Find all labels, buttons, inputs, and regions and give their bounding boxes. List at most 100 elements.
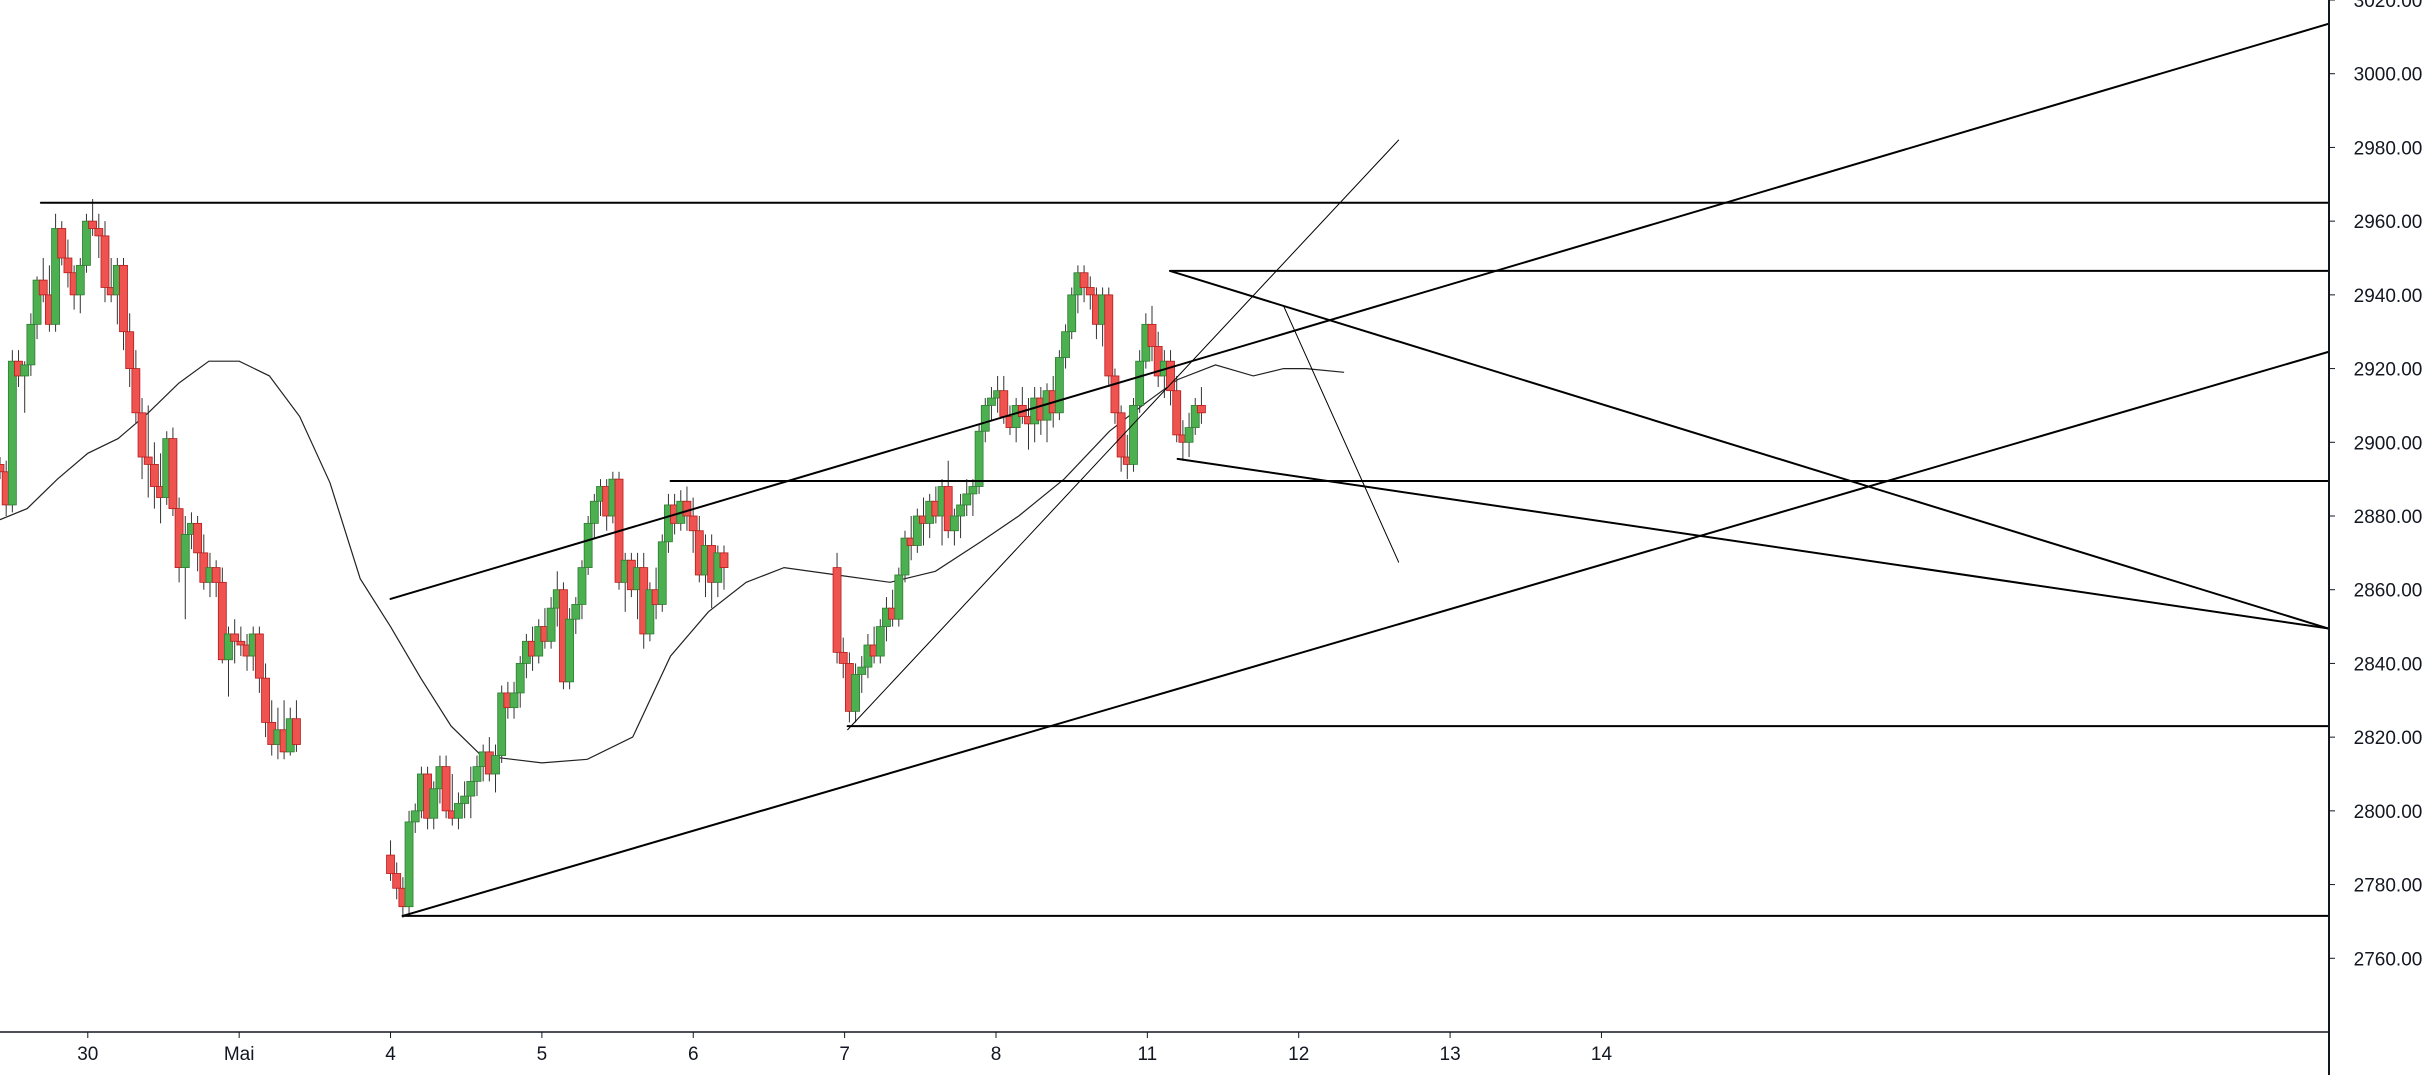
candle-body-up	[875, 626, 885, 657]
candle	[149, 442, 159, 509]
candle	[857, 656, 867, 693]
candle-body-down	[1147, 323, 1157, 347]
candle	[583, 516, 593, 575]
candle	[688, 497, 698, 553]
candle	[460, 781, 470, 819]
candle	[657, 534, 667, 612]
descending-line-upper[interactable]	[1169, 269, 2329, 630]
candle	[577, 560, 587, 620]
candle-body-up	[20, 364, 30, 377]
candle-body-up	[657, 541, 667, 605]
candle	[143, 405, 153, 498]
candle	[980, 398, 990, 443]
time-tick-label: 14	[1591, 1044, 1613, 1065]
candle	[589, 493, 599, 539]
candle-body-up	[645, 589, 655, 635]
price-tick-label: 2960.00	[2354, 212, 2423, 233]
candle	[1085, 276, 1095, 310]
candle	[949, 508, 959, 546]
candle	[125, 313, 135, 387]
upper-trendline[interactable]	[389, 22, 2329, 600]
candle	[38, 258, 48, 303]
candle	[472, 755, 482, 797]
candle	[410, 803, 420, 833]
candle	[236, 626, 246, 657]
candle-body-down	[943, 486, 953, 532]
candle	[217, 567, 227, 664]
candle-body-down	[832, 567, 842, 653]
time-tick-label: 4	[385, 1044, 396, 1065]
candle	[82, 213, 91, 273]
drawings-layer[interactable]	[39, 22, 2329, 917]
candle	[962, 479, 972, 516]
candle-body-up	[82, 220, 91, 266]
candle	[912, 508, 922, 553]
candle-body-up	[1135, 360, 1145, 406]
candle	[57, 221, 67, 266]
candle-body-up	[26, 323, 36, 366]
thin-descending-line[interactable]	[1283, 305, 1400, 563]
candle	[224, 626, 233, 697]
candle-body-up	[466, 780, 476, 797]
candle	[1011, 398, 1021, 443]
descending-line-lower[interactable]	[1176, 457, 2329, 630]
candle-body-up	[497, 692, 507, 756]
candle-body-down	[88, 220, 98, 229]
candle	[32, 276, 42, 340]
candle	[956, 493, 965, 539]
price-tick-label: 2780.00	[2354, 876, 2423, 897]
candle-body-up	[894, 574, 904, 620]
candle	[1166, 350, 1175, 406]
candle-body-down	[1172, 390, 1182, 436]
candle-body-down	[149, 463, 159, 487]
candle-body-down	[125, 331, 135, 369]
candle-body-down	[254, 633, 264, 679]
candle	[565, 608, 575, 690]
candle	[20, 361, 30, 413]
candle	[261, 663, 270, 738]
time-axis[interactable]: 30 Mai 4 5 6 7 8 11 12 13 14	[0, 1031, 2329, 1065]
candle	[254, 626, 264, 693]
candle-body-up	[577, 567, 587, 605]
candle	[1067, 287, 1077, 340]
candle-body-up	[1054, 357, 1064, 414]
candle-body-up	[589, 500, 599, 524]
candle	[968, 479, 978, 516]
candle-body-down	[217, 581, 227, 661]
candle	[900, 530, 910, 583]
time-tick-label: 6	[688, 1044, 699, 1065]
time-tick-label: 8	[991, 1044, 1002, 1065]
candle	[851, 663, 860, 723]
candle	[571, 597, 581, 634]
candle-body-down	[1166, 360, 1175, 392]
price-axis[interactable]: 2760.00 2780.00 2800.00 2820.00 2840.00 2860.…	[2328, 0, 2423, 1075]
candle-body-down	[838, 651, 848, 664]
time-tick-label: 13	[1440, 1044, 1461, 1065]
time-tick-label: 7	[839, 1044, 850, 1065]
candle-body-up	[32, 279, 42, 325]
candle	[1104, 287, 1114, 387]
candle-body-up	[224, 633, 233, 661]
candle-body-up	[1061, 331, 1070, 358]
candle	[546, 597, 556, 649]
candle-body-up	[962, 493, 972, 506]
candle	[1184, 412, 1194, 458]
candle	[230, 619, 240, 664]
thin-ascending-line[interactable]	[847, 139, 1400, 731]
time-tick-label: 12	[1288, 1044, 1309, 1065]
candle-body-up	[857, 666, 867, 675]
candle	[137, 398, 147, 480]
candle-body-down	[57, 228, 67, 259]
candle	[1110, 368, 1120, 424]
lower-trendline[interactable]	[401, 350, 2329, 917]
candle-body-down	[688, 515, 698, 532]
candle	[1135, 350, 1145, 413]
time-tick-label: 5	[537, 1044, 548, 1065]
candle	[1190, 398, 1200, 435]
candle-body-down	[386, 854, 395, 874]
candle-body-up	[565, 618, 575, 683]
price-tick-label: 2800.00	[2354, 802, 2423, 823]
candle-body-down	[63, 257, 73, 274]
